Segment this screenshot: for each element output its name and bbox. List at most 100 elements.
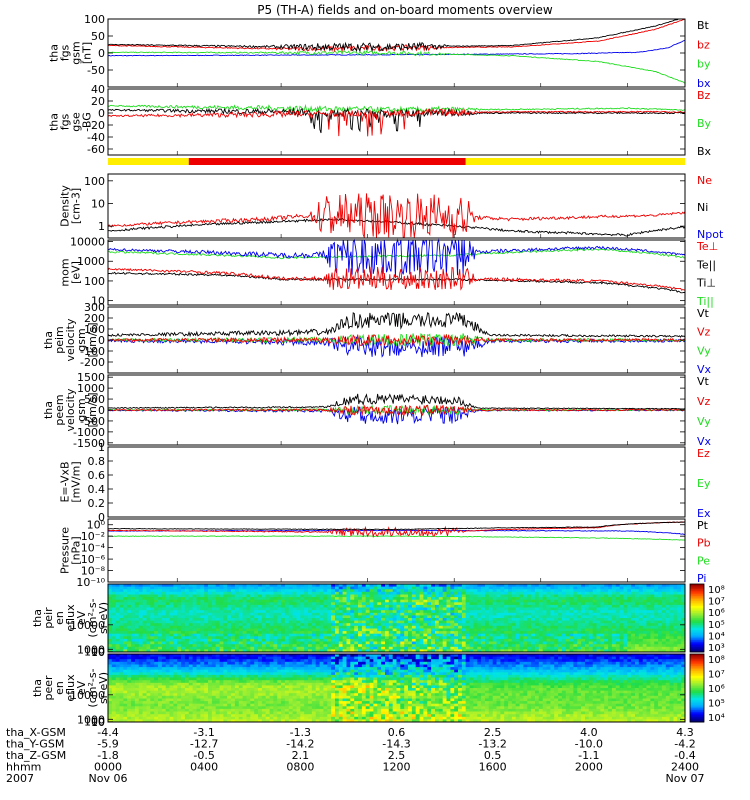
heatmap-cell bbox=[408, 618, 413, 622]
heatmap-cell bbox=[473, 631, 478, 635]
heatmap-cell bbox=[550, 612, 555, 616]
heatmap-cell bbox=[173, 667, 178, 671]
heatmap-cell bbox=[450, 649, 455, 653]
heatmap-cell bbox=[446, 644, 451, 648]
legend-item: Bx bbox=[697, 145, 712, 158]
heatmap-cell bbox=[500, 620, 505, 624]
heatmap-cell bbox=[388, 625, 394, 629]
heatmap-cell bbox=[134, 674, 140, 678]
heatmap-cell bbox=[511, 584, 517, 588]
heatmap-cell bbox=[108, 641, 113, 645]
heatmap-cell bbox=[619, 604, 624, 608]
heatmap-cell bbox=[277, 597, 282, 601]
heatmap-cell bbox=[127, 607, 132, 611]
heatmap-cell bbox=[581, 638, 586, 642]
heatmap-cell bbox=[234, 610, 240, 614]
heatmap-cell bbox=[196, 618, 201, 622]
heatmap-cell bbox=[169, 612, 174, 616]
heatmap-cell bbox=[319, 594, 324, 598]
heatmap-cell bbox=[635, 607, 640, 611]
heatmap-cell bbox=[346, 638, 351, 642]
heatmap-cell bbox=[331, 649, 336, 653]
heatmap-cell bbox=[677, 633, 682, 637]
heatmap-cell bbox=[673, 620, 678, 624]
heatmap-cell bbox=[181, 586, 186, 590]
heatmap-cell bbox=[504, 633, 509, 637]
heatmap-cell bbox=[604, 636, 609, 640]
heatmap-cell bbox=[158, 633, 163, 637]
heatmap-cell bbox=[138, 607, 144, 611]
heatmap-cell bbox=[346, 623, 351, 627]
heatmap-cell bbox=[485, 625, 490, 629]
heatmap-cell bbox=[165, 620, 170, 624]
heatmap-cell bbox=[473, 618, 478, 622]
heatmap-cell bbox=[581, 584, 586, 588]
heatmap-cell bbox=[311, 646, 317, 650]
heatmap-cell bbox=[115, 641, 120, 645]
heatmap-cell bbox=[115, 688, 120, 692]
heatmap-cell bbox=[577, 628, 582, 632]
heatmap-cell bbox=[154, 690, 159, 694]
heatmap-cell bbox=[600, 631, 605, 635]
heatmap-cell bbox=[119, 628, 124, 632]
heatmap-cell bbox=[519, 649, 524, 653]
heatmap-cell bbox=[596, 597, 601, 601]
heatmap-cell bbox=[146, 719, 151, 723]
heatmap-cell bbox=[677, 644, 682, 648]
heatmap-cell bbox=[173, 719, 178, 723]
heatmap-cell bbox=[654, 641, 659, 645]
heatmap-cell bbox=[196, 607, 201, 611]
heatmap-cell bbox=[269, 584, 274, 588]
heatmap-cell bbox=[627, 623, 632, 627]
heatmap-cell bbox=[358, 591, 363, 595]
heatmap-cell bbox=[377, 649, 382, 653]
heatmap-cell bbox=[111, 708, 117, 712]
heatmap-cell bbox=[677, 597, 682, 601]
heatmap-cell bbox=[477, 589, 482, 593]
heatmap-cell bbox=[673, 641, 678, 645]
heatmap-cell bbox=[565, 638, 571, 642]
heatmap-cell bbox=[519, 604, 524, 608]
heatmap-cell bbox=[465, 612, 470, 616]
heatmap-cell bbox=[631, 602, 636, 606]
heatmap-cell bbox=[408, 644, 413, 648]
heatmap-cell bbox=[261, 631, 267, 635]
heatmap-cell bbox=[438, 589, 444, 593]
heatmap-cell bbox=[431, 623, 436, 627]
heatmap-cell bbox=[169, 698, 174, 702]
heatmap-cell bbox=[400, 638, 405, 642]
heatmap-cell bbox=[111, 591, 117, 595]
heatmap-cell bbox=[350, 644, 355, 648]
heatmap-cell bbox=[396, 612, 401, 616]
heatmap-cell bbox=[492, 599, 497, 603]
heatmap-cell bbox=[485, 646, 490, 650]
heatmap-cell bbox=[631, 594, 636, 598]
chart-title: P5 (TH-A) fields and on-board moments ov… bbox=[257, 3, 553, 17]
heatmap-cell bbox=[627, 602, 632, 606]
heatmap-cell bbox=[608, 625, 613, 629]
heatmap-cell bbox=[596, 638, 601, 642]
heatmap-cell bbox=[165, 659, 170, 663]
heatmap-cell bbox=[288, 599, 294, 603]
heatmap-cell bbox=[508, 610, 513, 614]
heatmap-cell bbox=[500, 646, 505, 650]
heatmap-cell bbox=[242, 610, 247, 614]
heatmap-cell bbox=[365, 586, 370, 590]
heatmap-cell bbox=[565, 591, 571, 595]
heatmap-cell bbox=[146, 631, 151, 635]
heatmap-cell bbox=[273, 641, 278, 645]
heatmap-cell bbox=[246, 618, 251, 622]
heatmap-cell bbox=[254, 584, 259, 588]
heatmap-cell bbox=[650, 599, 655, 603]
heatmap-cell bbox=[554, 607, 559, 611]
heatmap-cell bbox=[150, 615, 155, 619]
heatmap-cell bbox=[469, 604, 474, 608]
heatmap-cell bbox=[292, 597, 297, 601]
heatmap-cell bbox=[219, 641, 224, 645]
heatmap-cell bbox=[638, 610, 644, 614]
heatmap-cell bbox=[481, 589, 486, 593]
heatmap-cell bbox=[338, 604, 344, 608]
heatmap-cell bbox=[188, 638, 194, 642]
heatmap-cell bbox=[485, 599, 490, 603]
heatmap-cell bbox=[473, 636, 478, 640]
